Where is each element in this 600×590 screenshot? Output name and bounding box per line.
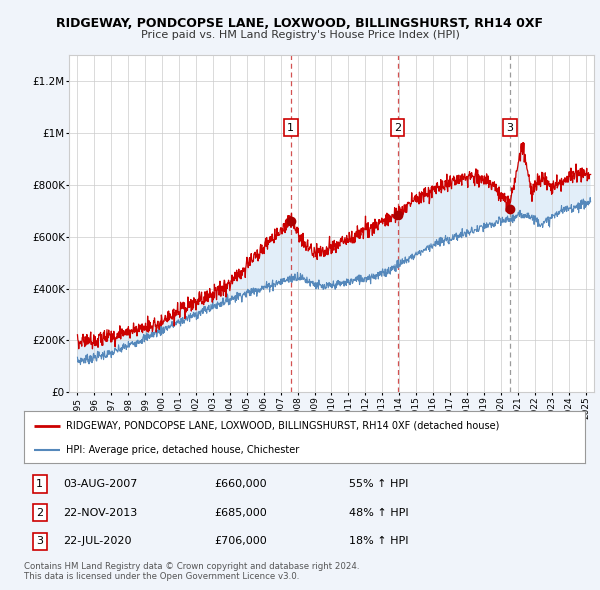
Text: This data is licensed under the Open Government Licence v3.0.: This data is licensed under the Open Gov… xyxy=(24,572,299,581)
Text: 22-NOV-2013: 22-NOV-2013 xyxy=(63,508,137,517)
Text: 1: 1 xyxy=(36,479,43,489)
Text: RIDGEWAY, PONDCOPSE LANE, LOXWOOD, BILLINGSHURST, RH14 0XF: RIDGEWAY, PONDCOPSE LANE, LOXWOOD, BILLI… xyxy=(56,17,544,30)
Text: 2: 2 xyxy=(36,508,43,517)
Text: 55% ↑ HPI: 55% ↑ HPI xyxy=(349,479,409,489)
Text: Contains HM Land Registry data © Crown copyright and database right 2024.: Contains HM Land Registry data © Crown c… xyxy=(24,562,359,571)
Text: £706,000: £706,000 xyxy=(215,536,268,546)
Text: Price paid vs. HM Land Registry's House Price Index (HPI): Price paid vs. HM Land Registry's House … xyxy=(140,30,460,40)
Text: 22-JUL-2020: 22-JUL-2020 xyxy=(63,536,132,546)
Text: 3: 3 xyxy=(506,123,514,133)
Text: 3: 3 xyxy=(36,536,43,546)
Text: 48% ↑ HPI: 48% ↑ HPI xyxy=(349,508,409,517)
Text: £660,000: £660,000 xyxy=(215,479,268,489)
Text: 2: 2 xyxy=(394,123,401,133)
Text: HPI: Average price, detached house, Chichester: HPI: Average price, detached house, Chic… xyxy=(66,445,299,455)
Text: £685,000: £685,000 xyxy=(215,508,268,517)
Text: 03-AUG-2007: 03-AUG-2007 xyxy=(63,479,137,489)
Text: 1: 1 xyxy=(287,123,294,133)
Text: RIDGEWAY, PONDCOPSE LANE, LOXWOOD, BILLINGSHURST, RH14 0XF (detached house): RIDGEWAY, PONDCOPSE LANE, LOXWOOD, BILLI… xyxy=(66,421,499,431)
Text: 18% ↑ HPI: 18% ↑ HPI xyxy=(349,536,409,546)
